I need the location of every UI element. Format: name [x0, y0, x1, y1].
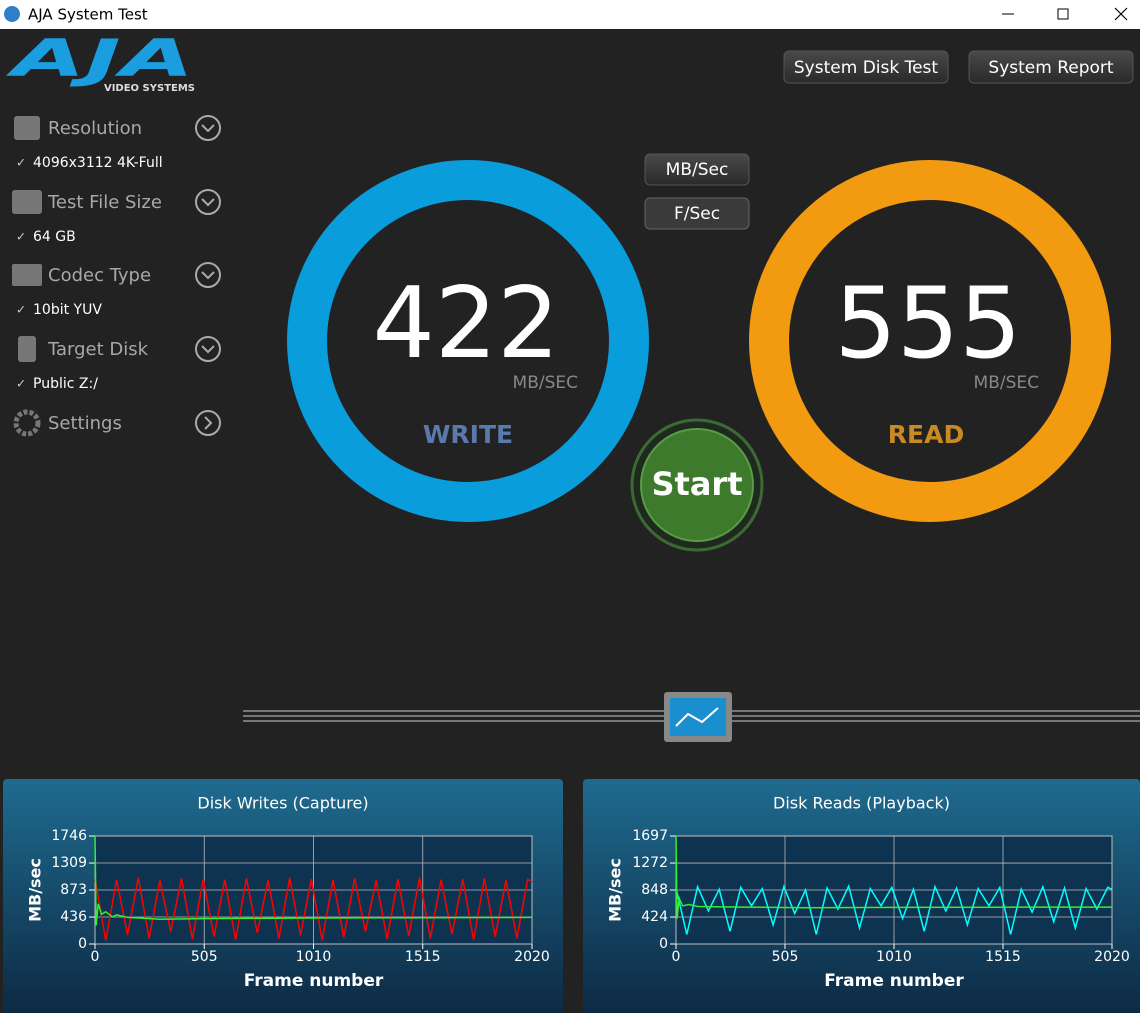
check: ✓ — [16, 230, 26, 244]
expand-button[interactable] — [195, 115, 221, 141]
sidebar-value: Public Z:/ — [33, 376, 98, 392]
graph-toggle-icon — [675, 707, 719, 727]
x-tick-label: 1010 — [296, 949, 332, 965]
y-tick-label: 1697 — [632, 828, 668, 844]
sidebar: Resolution ✓ 4096x3112 4K-Full Test File… — [12, 115, 221, 437]
button-label: MB/Sec — [666, 160, 729, 180]
open-button[interactable] — [195, 410, 221, 436]
x-tick-label: 505 — [772, 949, 799, 965]
window-title: AJA System Test — [28, 6, 148, 24]
sidebar-value: 64 GB — [33, 229, 76, 245]
logo-tagline: VIDEO SYSTEMS — [104, 83, 195, 94]
x-tick-label: 1010 — [876, 949, 912, 965]
file-size-icon — [12, 190, 42, 214]
x-tick-label: 1515 — [985, 949, 1021, 965]
title-bar — [0, 0, 1140, 29]
disk-icon — [18, 336, 36, 362]
chevron — [201, 124, 215, 133]
read-value: 555 — [834, 267, 1021, 381]
f-sec-button[interactable] — [644, 197, 750, 230]
button-label: System Report — [988, 58, 1113, 78]
sidebar-label: Codec Type — [48, 265, 151, 286]
disk-test-button[interactable] — [783, 50, 949, 84]
data-line — [675, 835, 1113, 919]
button-label: System Disk Test — [794, 58, 939, 78]
write-gauge-ring — [287, 160, 649, 522]
read-unit: MB/SEC — [974, 373, 1039, 393]
data-line — [94, 877, 533, 941]
y-tick-label: 0 — [659, 936, 668, 952]
y-tick-label: 1746 — [51, 828, 87, 844]
divider — [243, 692, 1140, 742]
check: ✓ — [16, 303, 26, 317]
start-button[interactable] — [640, 428, 754, 542]
sidebar-value: 4096x3112 4K-Full — [33, 155, 163, 171]
data-line — [94, 835, 533, 926]
resolution-icon — [14, 116, 40, 140]
chevron — [201, 345, 215, 354]
x-tick-label: 505 — [191, 949, 218, 965]
mb-sec-button[interactable] — [644, 153, 750, 186]
check: ✓ — [16, 377, 26, 391]
y-tick-label: 848 — [641, 882, 668, 898]
y-tick-label: 0 — [78, 936, 87, 952]
logo: AJA — [5, 29, 194, 89]
start-label: Start — [651, 465, 742, 503]
x-axis-label: Frame number — [244, 971, 384, 991]
app-icon — [4, 6, 20, 22]
x-tick-label: 2020 — [1094, 949, 1130, 965]
read-gauge-ring — [749, 160, 1111, 522]
y-tick-label: 1309 — [51, 855, 87, 871]
write-value: 422 — [372, 267, 559, 381]
x-tick-label: 2020 — [514, 949, 550, 965]
y-tick-label: 873 — [60, 882, 87, 898]
chevron — [201, 198, 215, 207]
sidebar-value: 10bit YUV — [33, 302, 102, 318]
chart-title: Disk Writes (Capture) — [197, 794, 368, 813]
settings-icon — [13, 409, 41, 437]
sidebar-label: Target Disk — [47, 339, 149, 360]
y-tick-label: 1272 — [632, 855, 668, 871]
write-label: WRITE — [423, 420, 513, 449]
y-axis-label: MB/sec — [606, 858, 625, 922]
graph-toggle-face — [670, 698, 726, 736]
report-button[interactable] — [968, 50, 1134, 84]
expand-button[interactable] — [195, 336, 221, 362]
expand-button[interactable] — [195, 262, 221, 288]
data-line — [675, 883, 1113, 935]
chevron — [204, 416, 213, 430]
maximize-button[interactable] — [1057, 8, 1069, 20]
expand-button[interactable] — [195, 189, 221, 215]
check: ✓ — [16, 156, 26, 170]
write-unit: MB/SEC — [513, 373, 578, 393]
codec-icon — [12, 264, 42, 286]
x-axis-label: Frame number — [824, 971, 964, 991]
x-tick-label: 0 — [672, 949, 681, 965]
gauges: 422 MB/SEC WRITE 555 MB/SEC READ — [287, 160, 1111, 522]
y-tick-label: 424 — [641, 909, 668, 925]
sidebar-label: Resolution — [48, 118, 142, 139]
x-tick-label: 1515 — [405, 949, 441, 965]
sidebar-label: Settings — [48, 413, 122, 434]
button-label: F/Sec — [674, 204, 720, 224]
chevron — [201, 271, 215, 280]
read-label: READ — [888, 420, 964, 449]
close-button[interactable] — [1114, 7, 1128, 21]
chart-title: Disk Reads (Playback) — [773, 794, 950, 813]
y-axis-label: MB/sec — [26, 858, 45, 922]
sidebar-label: Test File Size — [47, 192, 162, 213]
x-tick-label: 0 — [91, 949, 100, 965]
y-tick-label: 436 — [60, 909, 87, 925]
